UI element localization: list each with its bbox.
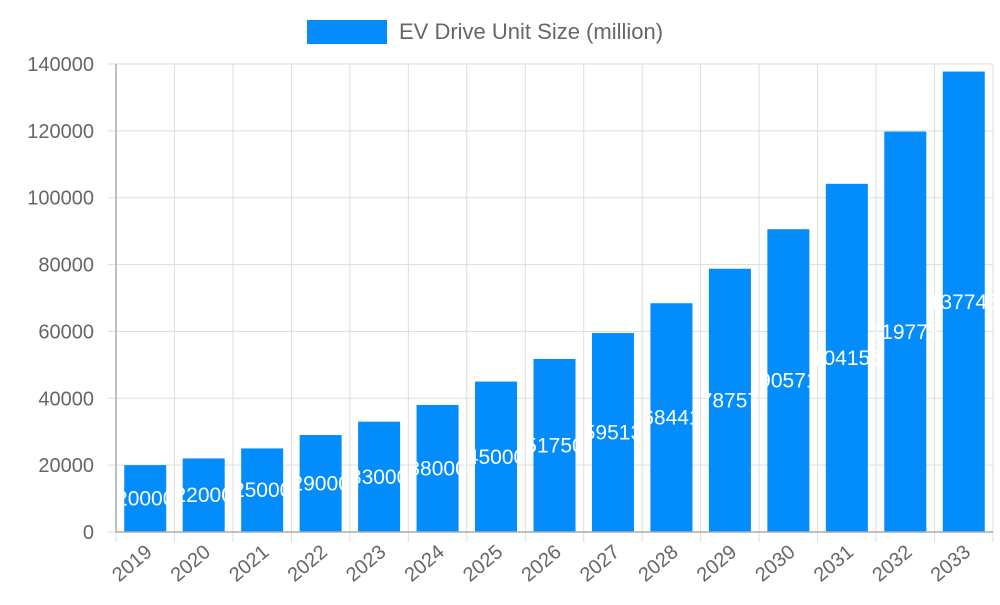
bar xyxy=(299,435,342,532)
y-tick-label: 80000 xyxy=(38,255,94,277)
x-tick-label: 2023 xyxy=(342,541,390,586)
data-label: 38000 xyxy=(408,457,466,480)
data-label: 137745 xyxy=(929,291,999,314)
y-tick-label: 120000 xyxy=(27,121,94,143)
data-label: 119778 xyxy=(871,321,940,344)
y-tick-label: 100000 xyxy=(27,188,94,210)
x-tick-label: 2022 xyxy=(284,541,332,586)
bar xyxy=(124,465,167,532)
bar xyxy=(533,359,576,532)
data-label: 90571 xyxy=(759,370,817,393)
x-tick-label: 2031 xyxy=(810,541,858,586)
bar xyxy=(241,448,284,532)
data-label: 59513 xyxy=(584,422,642,445)
legend: EV Drive Unit Size (million) xyxy=(307,19,663,44)
bar xyxy=(650,303,693,532)
x-tick-label: 2033 xyxy=(927,541,975,586)
x-tick-label: 2025 xyxy=(459,541,507,586)
y-tick-label: 20000 xyxy=(38,455,94,477)
data-label: 104155 xyxy=(812,347,882,370)
data-label: 78757 xyxy=(701,389,759,412)
data-label: 22000 xyxy=(174,484,232,507)
data-label: 68441 xyxy=(642,407,700,430)
y-tick-label: 0 xyxy=(83,522,94,544)
bar xyxy=(708,268,751,532)
bar xyxy=(182,458,225,532)
bar xyxy=(416,404,459,532)
data-label: 51750 xyxy=(525,435,583,458)
y-tick-label: 40000 xyxy=(38,388,94,410)
x-tick-label: 2032 xyxy=(868,541,916,586)
x-tick-label: 2020 xyxy=(167,541,215,586)
x-tick-label: 2019 xyxy=(108,541,156,586)
x-tick-label: 2021 xyxy=(225,541,273,586)
y-tick-label: 140000 xyxy=(27,54,94,76)
bar xyxy=(942,71,985,532)
x-tick-label: 2030 xyxy=(751,541,799,586)
data-label: 29000 xyxy=(291,473,349,496)
x-tick-label: 2026 xyxy=(517,541,565,586)
bar xyxy=(884,131,927,533)
data-label: 45000 xyxy=(467,446,525,469)
data-label: 20000 xyxy=(116,488,174,511)
bar xyxy=(358,421,401,532)
x-tick-label: 2029 xyxy=(693,541,741,586)
bar xyxy=(825,183,868,532)
legend-label: EV Drive Unit Size (million) xyxy=(399,19,663,44)
x-tick-label: 2024 xyxy=(401,541,449,586)
y-tick-label: 60000 xyxy=(38,321,94,343)
bar xyxy=(767,229,810,533)
data-label: 25000 xyxy=(233,479,291,502)
x-tick-label: 2027 xyxy=(576,541,624,586)
x-tick-label: 2028 xyxy=(634,541,682,586)
data-label: 33000 xyxy=(350,466,408,489)
bar xyxy=(591,333,634,532)
legend-swatch xyxy=(307,20,387,44)
bar xyxy=(475,381,518,532)
